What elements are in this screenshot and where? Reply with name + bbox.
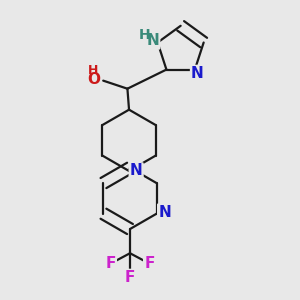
Text: N: N: [146, 33, 159, 48]
Text: O: O: [87, 71, 100, 86]
Text: N: N: [158, 205, 171, 220]
Text: F: F: [144, 256, 154, 271]
Text: N: N: [191, 66, 204, 81]
Text: H: H: [88, 64, 99, 77]
Text: N: N: [130, 164, 142, 178]
Text: F: F: [106, 256, 116, 271]
Text: H: H: [138, 28, 150, 42]
Text: F: F: [125, 270, 135, 285]
